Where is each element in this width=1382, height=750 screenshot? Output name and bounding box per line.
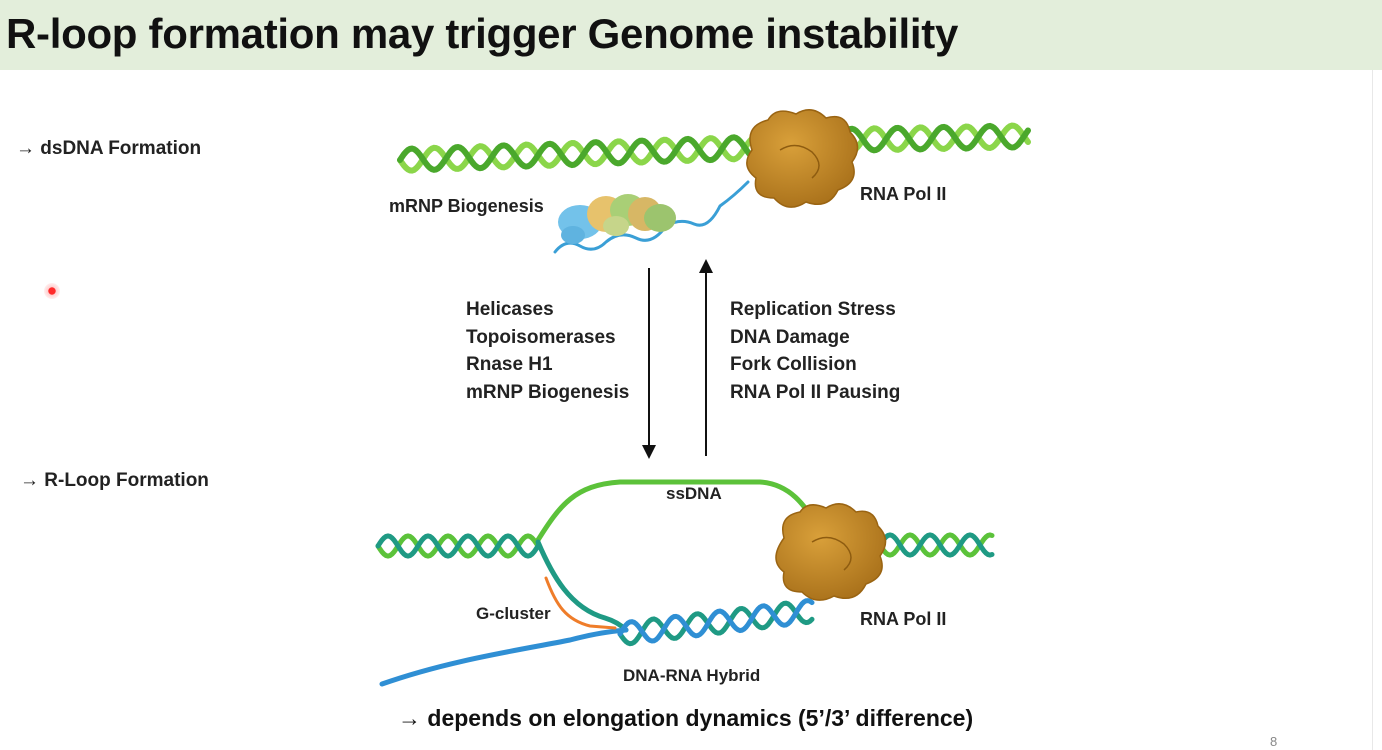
page-number: 8 xyxy=(1270,734,1278,749)
bottom-right-dsdna-helix xyxy=(877,532,995,558)
resolution-factor: mRNP Biogenesis xyxy=(466,381,630,403)
g-cluster-label: G-cluster xyxy=(476,604,551,623)
formation-trigger: RNA Pol II Pausing xyxy=(730,381,901,403)
laser-pointer-dot xyxy=(44,283,60,299)
top-dsdna-helix xyxy=(397,122,1031,174)
formation-triggers-list: Replication Stress DNA Damage Fork Colli… xyxy=(730,296,900,406)
top-rna-transcript xyxy=(553,180,750,254)
rna-pol-ii-label-bottom: RNA Pol II xyxy=(860,609,947,629)
bullet-dsdna-formation: → dsDNA Formation xyxy=(16,138,202,159)
resolution-factor: Topoisomerases xyxy=(466,326,616,348)
template-strand-descent xyxy=(535,539,629,633)
ssdna-label: ssDNA xyxy=(666,484,722,503)
formation-trigger: DNA Damage xyxy=(730,326,850,348)
bullet-rloop-formation: → R-Loop Formation xyxy=(20,470,209,491)
rna-pol-ii-bottom xyxy=(775,503,887,601)
footer-note: → depends on elongation dynamics (5’/3’ … xyxy=(398,705,974,731)
formation-trigger: Fork Collision xyxy=(730,354,857,375)
rna-pol-ii-top xyxy=(746,109,859,208)
resolution-factor: Helicases xyxy=(466,299,554,320)
resolution-factors-list: Helicases Topoisomerases Rnase H1 mRNP B… xyxy=(466,296,629,406)
resolution-factor: Rnase H1 xyxy=(466,354,553,375)
mrnp-complex xyxy=(558,194,676,244)
formation-trigger: Replication Stress xyxy=(730,299,896,320)
dna-rna-hybrid-helix xyxy=(617,598,815,647)
g-cluster-segment xyxy=(544,576,617,630)
rna-strand xyxy=(379,627,629,687)
rna-pol-ii-label-top: RNA Pol II xyxy=(860,184,947,204)
bottom-left-dsdna-helix xyxy=(375,533,541,559)
dna-rna-hybrid-label: DNA-RNA Hybrid xyxy=(623,666,761,685)
mrnp-biogenesis-label: mRNP Biogenesis xyxy=(389,196,544,216)
title-bar xyxy=(0,0,1382,70)
slide-edge-line xyxy=(1372,70,1373,750)
slide-title: R-loop formation may trigger Genome inst… xyxy=(6,10,959,57)
